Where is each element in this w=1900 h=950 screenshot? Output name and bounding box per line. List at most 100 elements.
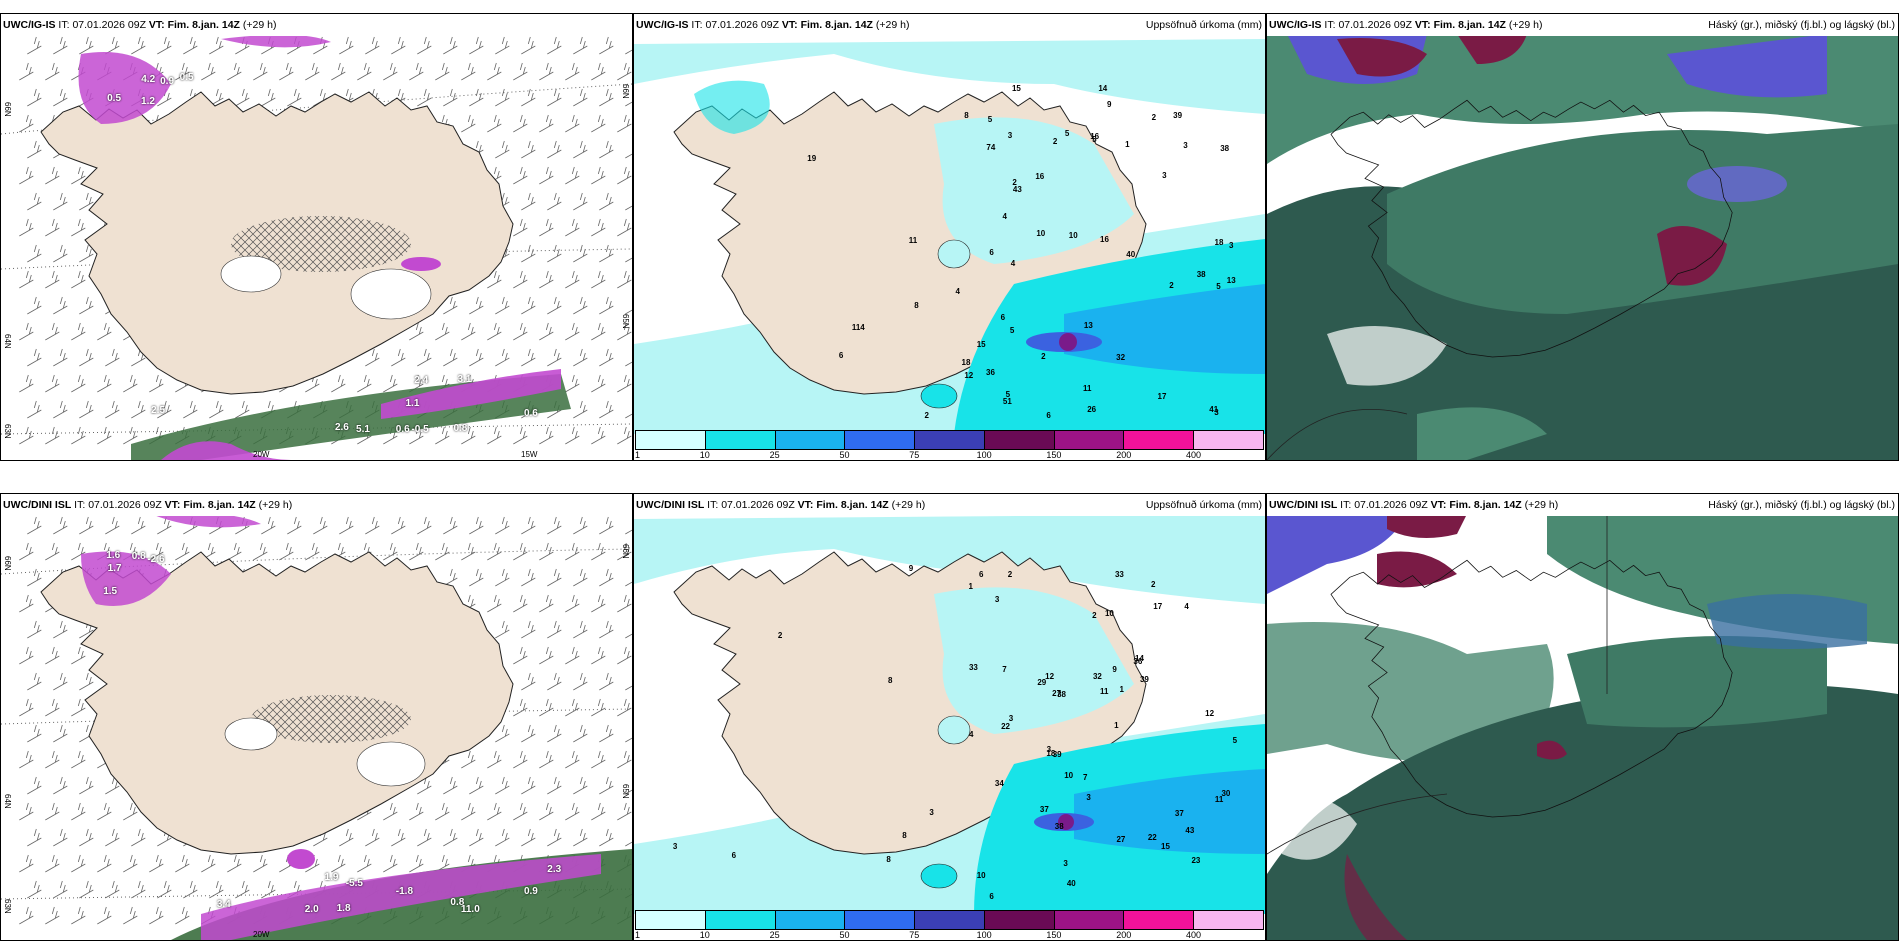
map-value-label: 17	[1153, 601, 1163, 611]
map-value-label: 10	[1104, 609, 1114, 619]
map-value-label: 2	[1007, 569, 1013, 579]
map-value-label: 15	[976, 339, 986, 349]
map-value-label: -5.5	[345, 878, 363, 890]
map-value-label: 11	[1100, 686, 1109, 696]
map-value-label: 8	[964, 111, 969, 121]
map-value-label: 6	[838, 351, 844, 361]
map-value-label: 8	[886, 854, 891, 864]
map-value-label: 38	[1220, 143, 1230, 153]
model-name: UWC/DINI ISL	[3, 499, 72, 511]
map-value-label: 41	[1209, 405, 1219, 415]
map-panel-ig-clouds: UWC/IG-IS IT: 07.01.2026 09Z VT: Fim. 8.…	[1266, 13, 1899, 461]
colorbar-tick: 75	[909, 930, 920, 940]
it-label: IT:	[58, 19, 70, 31]
map-value-label: 22	[1147, 833, 1157, 843]
map-value-label: 5	[1005, 390, 1011, 400]
map-panel-dini-precipitation: UWC/DINI ISL IT: 07.01.2026 09Z VT: Fim.…	[633, 493, 1266, 941]
map-value-label: 2	[1151, 113, 1157, 123]
vt-value: Fim. 8.jan. 14Z	[816, 499, 889, 511]
map-value-label: 7	[1002, 665, 1007, 675]
map-value-label: 1.5	[103, 585, 118, 597]
map-value-label: 43	[1185, 826, 1195, 836]
map-value-label: 2.3	[547, 864, 562, 876]
lead-time: (+29 h)	[242, 19, 277, 31]
map-value-label: 14	[1135, 653, 1144, 663]
lead-time: (+29 h)	[1524, 499, 1559, 511]
colorbar-tick: 1	[635, 930, 641, 940]
vt-value: Fim. 8.jan. 14Z	[183, 499, 256, 511]
colorbar-tick: 400	[1186, 930, 1202, 940]
map-value-label: 36	[1133, 656, 1143, 666]
colorbar-tick: 25	[769, 450, 780, 460]
map-value-label: 29	[1037, 677, 1047, 687]
map-value-label: 1	[1114, 720, 1119, 730]
map-value-label: 11	[1214, 795, 1224, 805]
map-value-label: 5	[1064, 128, 1070, 138]
map-value-label: -1.8	[395, 885, 414, 897]
colorbar-tick: 75	[909, 450, 920, 460]
map-value-label: 14	[1098, 84, 1108, 94]
colorbar-tick: 50	[839, 930, 850, 940]
map-value-label: 1	[1125, 140, 1130, 150]
panel-header: UWC/DINI ISL IT: 07.01.2026 09Z VT: Fim.…	[1267, 494, 1898, 516]
map-value-label: 37	[1039, 804, 1049, 814]
colorbar-tick: 50	[839, 450, 850, 460]
map-value-label: 11	[1082, 383, 1092, 393]
map-value-label: 2	[777, 630, 783, 640]
map-value-label: 0.9	[523, 886, 538, 898]
map-value-label: 5	[1216, 282, 1221, 292]
map-value-label: 51	[1002, 397, 1012, 407]
map-value-label: 11.0	[460, 904, 480, 915]
map-value-label: 2	[1169, 280, 1174, 290]
map-value-label: 16	[1100, 234, 1109, 244]
map-value-label: 6	[989, 892, 994, 902]
map-value-label: 10	[1036, 229, 1046, 239]
map-panel-ig-precipitation: UWC/IG-IS IT: 07.01.2026 09Z VT: Fim. 8.…	[633, 13, 1266, 461]
it-value: 07.01.2026 09Z	[72, 19, 146, 31]
it-label: IT:	[74, 499, 86, 511]
map-value-label: 10	[976, 870, 986, 880]
model-name: UWC/DINI ISL	[1269, 499, 1338, 511]
lat-label: 66N	[621, 84, 630, 99]
map-value-label: 0.5	[179, 72, 194, 84]
it-value: 07.01.2026 09Z	[721, 499, 795, 511]
it-label: IT:	[691, 19, 703, 31]
map-value-label: 2	[1041, 351, 1046, 361]
map-value-label: 4	[1010, 258, 1016, 268]
map-value-label: 1.6	[106, 549, 121, 561]
map-value-label: 3	[1162, 171, 1167, 181]
map-value-label: 18	[1214, 238, 1224, 248]
map-value-label: 7	[1082, 773, 1088, 782]
map-value-label: 18	[1046, 748, 1056, 758]
map-value-label: 22	[1001, 721, 1011, 731]
map-value-label: 74	[986, 142, 996, 152]
vt-label: VT:	[797, 499, 814, 511]
colorbar-tick: 1	[635, 450, 641, 460]
colorbar-tick: 100	[976, 930, 992, 940]
map-value-label: 3	[929, 807, 934, 817]
map-value-label: 1.1	[405, 398, 420, 410]
lat-label: 66N	[3, 102, 12, 117]
model-name: UWC/IG-IS	[1269, 19, 1322, 31]
map-canvas	[1, 14, 632, 460]
map-panel-dini-temperature: UWC/DINI ISL IT: 07.01.2026 09Z VT: Fim.…	[0, 493, 633, 941]
map-value-label: 1.7	[107, 562, 122, 574]
map-value-label: 33	[968, 663, 978, 673]
map-value-label: 40	[1126, 250, 1136, 260]
lat-label: 66N	[3, 556, 12, 571]
map-value-label: 12	[964, 370, 974, 380]
map-value-label: 36	[986, 368, 995, 378]
vt-value: Fim. 8.jan. 14Z	[167, 19, 240, 31]
map-value-label: 39	[1139, 674, 1149, 684]
map-value-label: 39	[1052, 750, 1062, 760]
vt-label: VT:	[148, 19, 165, 31]
map-value-label: 38	[1054, 821, 1064, 831]
colorbar-tick: 10	[699, 450, 710, 460]
lat-label: 66N	[621, 544, 630, 559]
map-value-label: 0.9	[160, 75, 175, 87]
map-value-label: 43	[1012, 184, 1022, 194]
vt-value: Fim. 8.jan. 14Z	[1433, 19, 1506, 31]
map-value-label: 6	[731, 850, 737, 860]
map-value-label: 33	[1114, 570, 1124, 580]
map-canvas	[634, 14, 1265, 460]
